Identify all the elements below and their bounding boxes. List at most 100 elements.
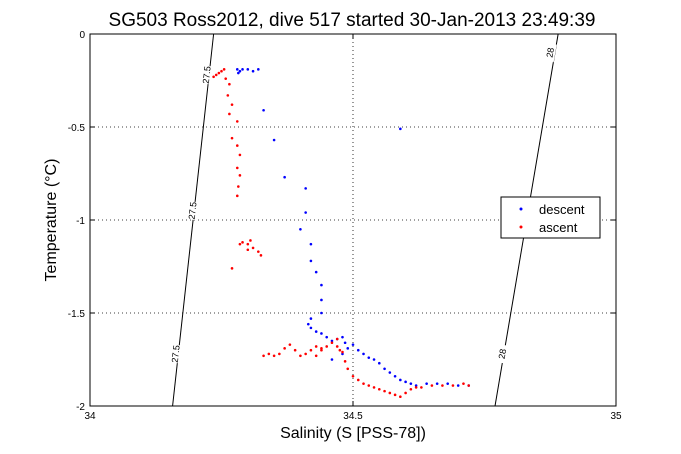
ascent-point-30	[278, 352, 281, 356]
ascent-point-64	[335, 337, 339, 341]
descent-point-13	[309, 242, 313, 246]
isopycnal-label-bg-1-1	[495, 344, 509, 364]
descent-point-4	[246, 68, 250, 71]
descent-point-36	[383, 367, 386, 371]
descent-point-20	[306, 322, 310, 326]
ascent-point-32	[288, 343, 292, 346]
descent-point-34	[372, 358, 376, 361]
descent-point-12	[299, 228, 302, 231]
ascent-point-60	[441, 384, 444, 387]
ascent-point-3	[220, 69, 223, 73]
ascent-point-49	[372, 386, 376, 389]
descent-point-27	[341, 335, 344, 339]
descent-point-41	[409, 382, 413, 385]
x-axis-label: Salinity (S [PSS-78])	[280, 425, 426, 442]
ascent-point-6	[228, 82, 231, 86]
descent-point-33	[367, 356, 371, 359]
descent-point-48	[399, 127, 402, 131]
isopycnal-label-0-2: 27.5	[170, 345, 182, 364]
ascent-point-0	[212, 75, 215, 79]
descent-point-39	[399, 378, 402, 382]
descent-point-31	[356, 348, 360, 352]
ascent-point-35	[304, 352, 307, 356]
ascent-point-23	[257, 250, 260, 253]
ascent-point-43	[343, 360, 347, 363]
isopycnal-label-bg-0-1	[186, 201, 199, 221]
descent-point-14	[309, 259, 313, 263]
legend-label-ascent: ascent	[539, 220, 578, 235]
ascent-point-26	[230, 267, 234, 270]
descent-point-0	[235, 68, 239, 71]
descent-point-35	[378, 361, 381, 365]
descent-point-8	[272, 138, 276, 142]
x-tick-label-1: 34.5	[343, 411, 363, 422]
descent-point-9	[283, 175, 286, 179]
descent-point-21	[309, 326, 313, 330]
descent-point-24	[325, 335, 329, 339]
ascent-point-34	[299, 354, 302, 358]
ascent-point-4	[222, 68, 226, 71]
ascent-point-25	[246, 248, 250, 252]
isopycnal-label-0-1: 27.5	[187, 201, 199, 220]
descent-point-10	[304, 187, 307, 190]
ascent-point-57	[414, 386, 418, 389]
legend: descent ascent	[500, 196, 601, 239]
ascent-point-29	[272, 354, 276, 358]
x-tick-label-0: 34	[84, 411, 96, 422]
descent-point-40	[404, 380, 407, 384]
descent-point-30	[351, 343, 355, 346]
isopycnal-label-1-0: 28	[544, 47, 556, 59]
isopycnal-label-bg-0-0	[200, 65, 213, 85]
descent-point-49	[341, 352, 344, 356]
ascent-point-38	[320, 347, 323, 350]
descent-point-32	[362, 352, 365, 356]
legend-label-descent: descent	[539, 202, 585, 217]
ascent-point-47	[362, 382, 365, 385]
isopycnal-line-27.5	[172, 33, 215, 407]
ascent-point-65	[338, 348, 342, 352]
descent-point-1	[238, 69, 242, 73]
ascent-point-58	[420, 386, 423, 389]
legend-marker-descent	[519, 207, 523, 211]
y-tick-label-0: 0	[79, 30, 85, 41]
y-tick-label-1: -0.5	[68, 123, 86, 134]
ascent-point-54	[399, 395, 402, 399]
descent-point-6	[257, 68, 260, 71]
ascent-point-39	[325, 345, 329, 348]
plot-area: 27.5 27.5 27.5 28 28 34 34.5 35 0 -0.5 -1 -1.5 -2 des…	[68, 30, 622, 422]
ascent-point-21	[249, 239, 252, 242]
ascent-point-67	[314, 354, 318, 358]
descent-point-7	[262, 108, 265, 112]
descent-point-50	[330, 358, 334, 361]
descent-point-22	[314, 330, 318, 333]
descent-point-18	[320, 311, 323, 315]
ascent-point-53	[393, 393, 397, 397]
ascent-point-11	[230, 136, 234, 140]
ascent-point-5	[224, 77, 228, 80]
x-tick-label-2: 35	[610, 411, 622, 422]
ascent-point-66	[320, 348, 323, 352]
ascent-point-13	[238, 153, 242, 157]
ascent-point-12	[235, 144, 239, 147]
descent-point-23	[320, 332, 323, 335]
ascent-point-46	[356, 378, 360, 382]
descent-point-45	[446, 382, 449, 385]
chart-title: SG503 Ross2012, dive 517 started 30-Jan-…	[109, 10, 596, 31]
descent-point-44	[435, 382, 439, 385]
ascent-point-2	[217, 71, 221, 75]
isopycnal-label-0-0: 27.5	[201, 66, 213, 85]
y-axis-label: Temperature (°C)	[43, 159, 60, 282]
descent-point-5	[251, 69, 255, 73]
ascent-point-24	[259, 254, 263, 257]
descent-point-38	[393, 374, 397, 378]
ascent-point-7	[226, 94, 230, 97]
ascent-point-50	[378, 387, 381, 391]
ascent-point-16	[237, 185, 240, 188]
descent-point-28	[343, 341, 347, 345]
ascent-point-42	[341, 350, 344, 354]
descent-point-37	[388, 371, 392, 374]
ascent-point-33	[293, 348, 297, 352]
ascent-point-28	[267, 352, 271, 356]
y-tick-label-4: -2	[76, 402, 85, 413]
